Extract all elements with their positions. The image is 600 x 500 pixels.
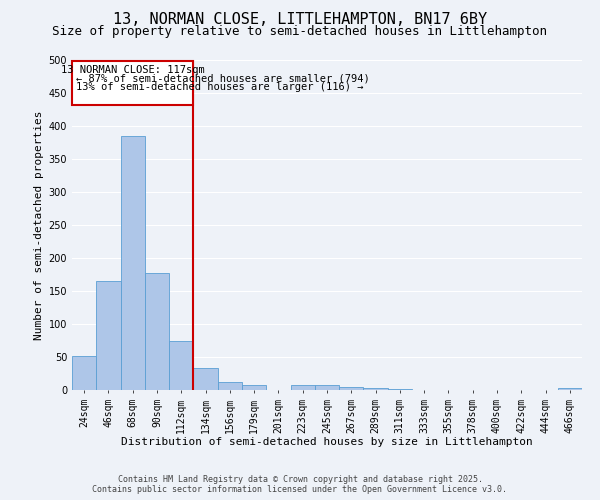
Bar — [388, 388, 412, 390]
Bar — [96, 281, 121, 390]
Text: 13% of semi-detached houses are larger (116) →: 13% of semi-detached houses are larger (… — [76, 82, 363, 92]
Bar — [193, 368, 218, 390]
Bar — [315, 384, 339, 390]
Text: 13 NORMAN CLOSE: 117sqm: 13 NORMAN CLOSE: 117sqm — [61, 64, 205, 74]
Bar — [558, 388, 582, 390]
Bar — [364, 388, 388, 390]
Text: 13, NORMAN CLOSE, LITTLEHAMPTON, BN17 6BY: 13, NORMAN CLOSE, LITTLEHAMPTON, BN17 6B… — [113, 12, 487, 28]
Text: Size of property relative to semi-detached houses in Littlehampton: Size of property relative to semi-detach… — [53, 25, 548, 38]
Bar — [169, 340, 193, 390]
Bar — [339, 386, 364, 390]
Bar — [242, 384, 266, 390]
Bar — [218, 382, 242, 390]
FancyBboxPatch shape — [72, 62, 193, 105]
Bar — [72, 356, 96, 390]
Text: Contains HM Land Registry data © Crown copyright and database right 2025.
Contai: Contains HM Land Registry data © Crown c… — [92, 474, 508, 494]
Text: ← 87% of semi-detached houses are smaller (794): ← 87% of semi-detached houses are smalle… — [76, 73, 370, 83]
Y-axis label: Number of semi-detached properties: Number of semi-detached properties — [34, 110, 44, 340]
Bar — [290, 386, 315, 390]
X-axis label: Distribution of semi-detached houses by size in Littlehampton: Distribution of semi-detached houses by … — [121, 437, 533, 447]
Bar — [121, 136, 145, 390]
Bar — [145, 272, 169, 390]
